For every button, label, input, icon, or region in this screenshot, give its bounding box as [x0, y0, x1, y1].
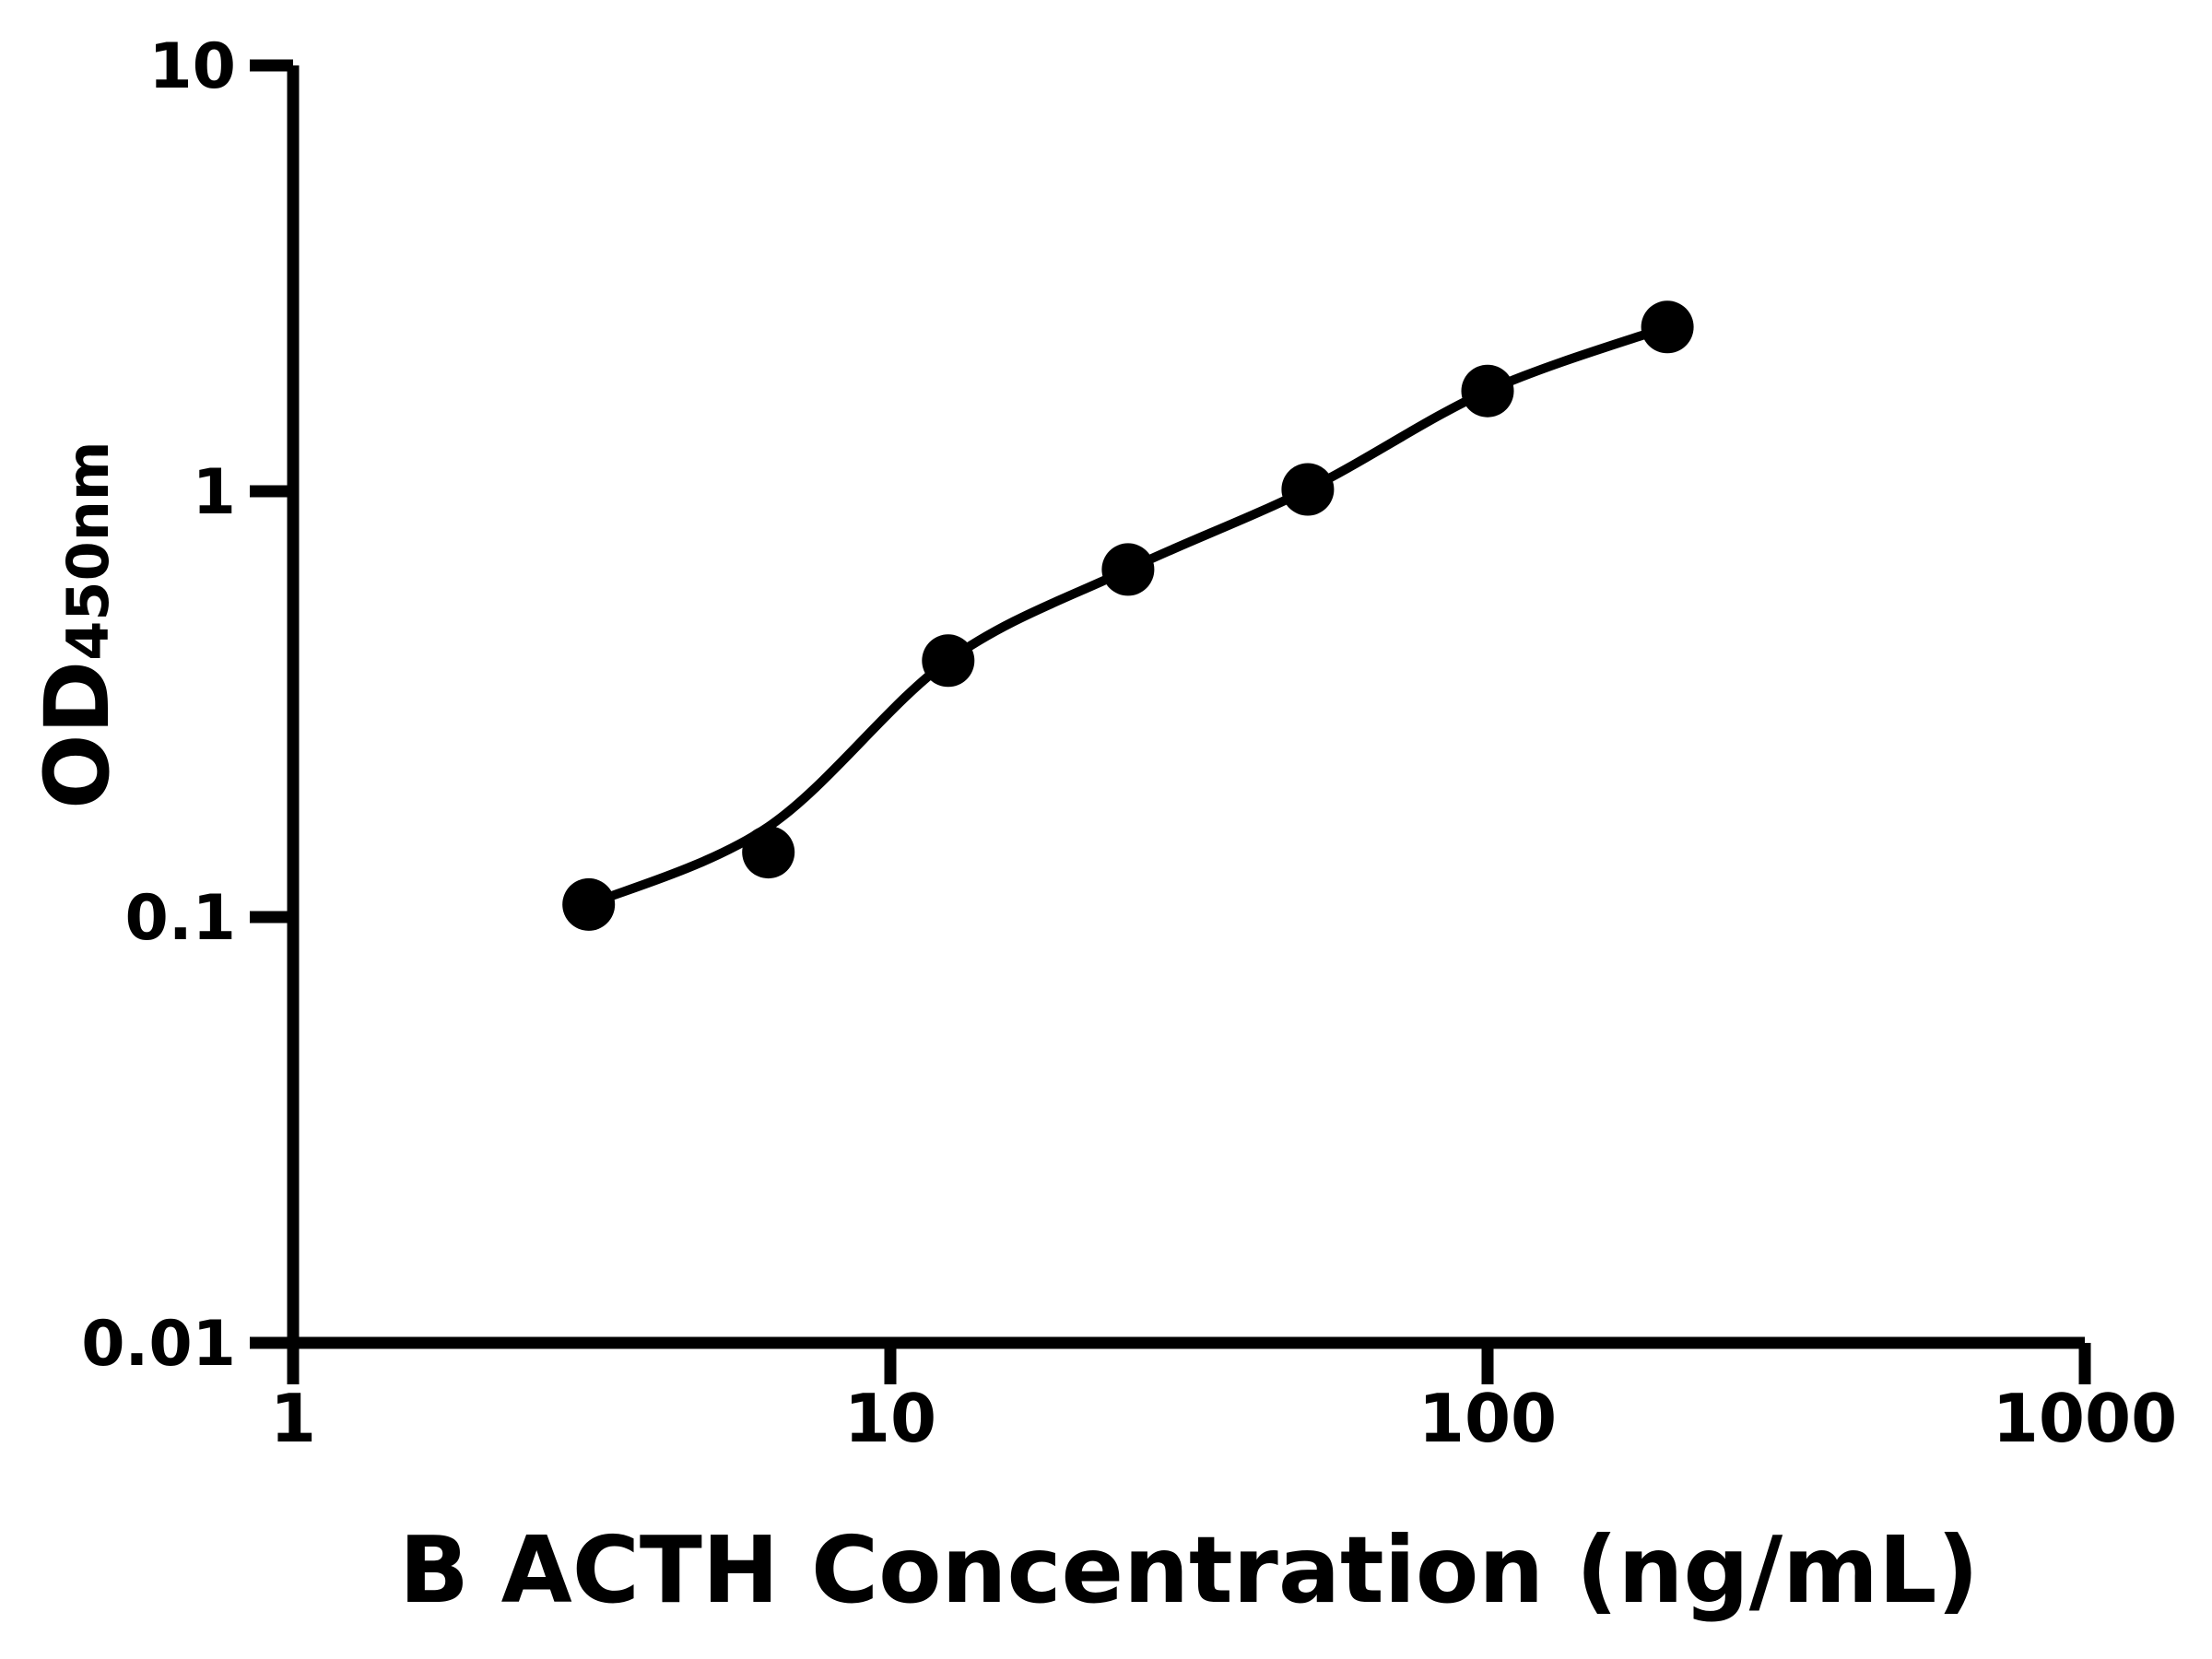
y-tick-label: 1 — [193, 456, 236, 529]
x-axis-title: B ACTH Concentration (ng/mL) — [399, 1516, 1979, 1624]
y-axis-title-main: OD — [26, 661, 129, 809]
data-point — [922, 634, 975, 688]
y-tick-label: 0.01 — [81, 1308, 236, 1381]
data-point — [1641, 300, 1694, 354]
axes — [287, 65, 2085, 1349]
x-tick-label: 100 — [1418, 1380, 1557, 1457]
x-tick-label: 1000 — [1993, 1380, 2177, 1457]
y-axis-ticks: 10 1 0.1 0.01 — [81, 30, 293, 1381]
y-tick-label: 10 — [148, 30, 236, 103]
data-points — [562, 300, 1694, 931]
x-axis-ticks: 1 10 100 1000 — [270, 1343, 2177, 1457]
data-point — [1461, 364, 1514, 418]
data-point — [742, 826, 795, 879]
fit-curve-path — [583, 322, 1673, 910]
axis-spine — [287, 65, 2085, 1349]
y-tick-label: 0.1 — [125, 882, 236, 955]
fit-curve — [583, 322, 1673, 910]
data-point — [1101, 543, 1155, 596]
x-tick-label: 10 — [844, 1380, 936, 1457]
data-point — [1281, 463, 1335, 516]
x-tick-label: 1 — [270, 1380, 316, 1457]
y-axis-title: OD450nm — [26, 441, 129, 809]
y-axis-title-subscript: 450nm — [54, 441, 122, 661]
data-point — [562, 877, 616, 931]
